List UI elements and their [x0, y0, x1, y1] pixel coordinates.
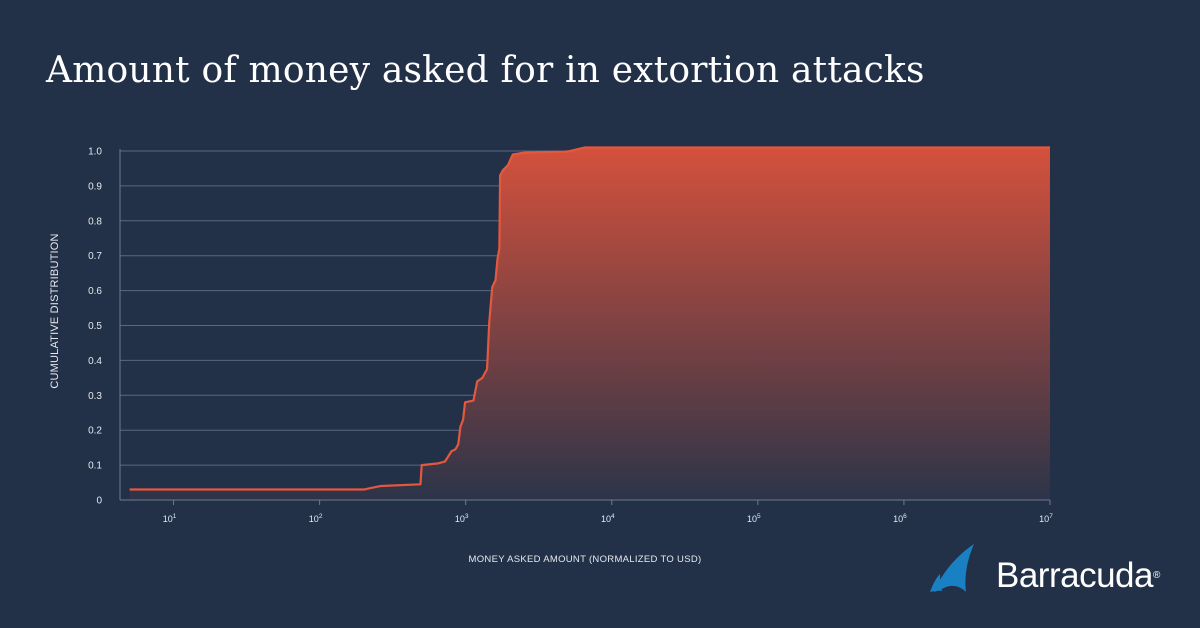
y-tick-label: 0.2 [88, 426, 102, 437]
y-tick-label: 0.9 [88, 181, 102, 192]
brand-name: Barracuda® [996, 556, 1160, 596]
cdf-line [129, 146, 1050, 491]
x-axis-label: MONEY ASKED AMOUNT (NORMALIZED TO USD) [469, 554, 702, 565]
y-tick-label: 0 [96, 496, 102, 507]
chart-title: Amount of money asked for in extortion a… [46, 50, 925, 91]
y-tick-label: 0.5 [88, 321, 102, 332]
y-tick-label: 0.3 [88, 391, 102, 402]
cdf-chart: 00.10.20.30.40.50.60.70.80.91.0 101 102 10… [49, 146, 1053, 565]
x-tick-label: 106 [893, 513, 907, 524]
x-tick-label: 107 [1039, 513, 1053, 524]
x-tick-label: 104 [601, 513, 615, 524]
y-tick-label: 0.7 [88, 251, 102, 262]
y-axis-label: CUMULATIVE DISTRIBUTION [49, 233, 61, 388]
axes [119, 149, 1050, 501]
y-tick-label: 0.6 [88, 286, 102, 297]
x-tick-label: 102 [309, 513, 323, 524]
y-tick-label: 0.4 [88, 356, 102, 367]
y-tick-label: 0.1 [88, 461, 102, 472]
x-tick-label: 101 [163, 513, 177, 524]
barracuda-fin-icon [930, 544, 974, 592]
cdf-area [129, 147, 1050, 500]
registered-mark: ® [1152, 570, 1160, 581]
brand-name-text: Barracuda [996, 556, 1153, 595]
y-tick-labels: 0 0.1 0.2 0.3 0.4 0.5 0.6 0.7 0.8 0.9 1.0 [88, 147, 102, 507]
brand-logo: Barracuda® [928, 538, 1168, 602]
x-tick-label: 103 [455, 513, 469, 524]
area-layer [129, 146, 1050, 500]
y-tick-label: 0.8 [88, 216, 102, 227]
x-tick-labels: 101 102 103 104 105 106 107 [163, 500, 1053, 524]
x-tick-label: 105 [747, 513, 761, 524]
y-tick-label: 1.0 [88, 147, 102, 158]
